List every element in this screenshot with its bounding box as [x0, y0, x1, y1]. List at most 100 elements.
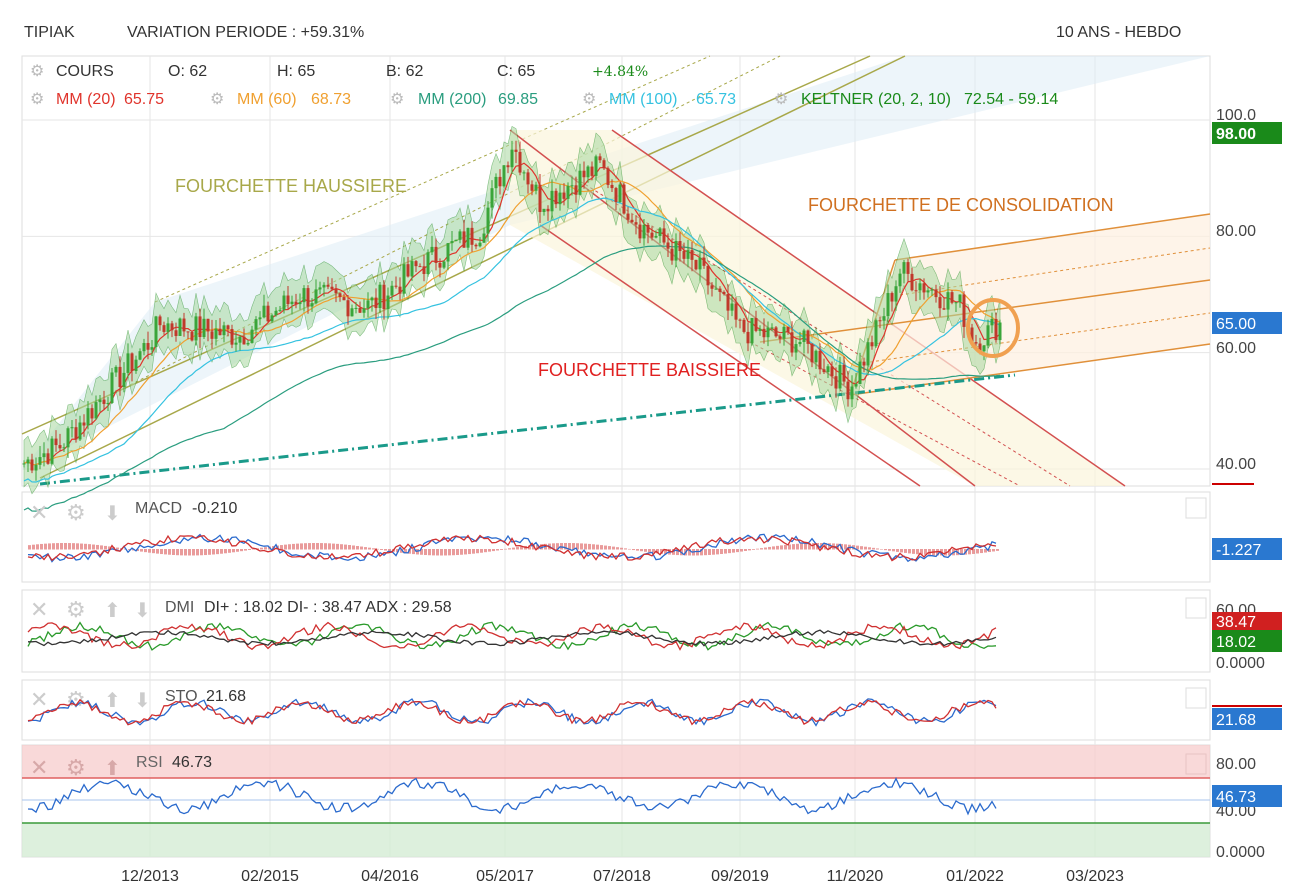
candle-body	[346, 300, 350, 317]
candle-body	[250, 329, 254, 343]
rsi-value: 46.73	[172, 754, 212, 771]
macd-histogram-bar	[332, 543, 335, 550]
legend-keltner: KELTNER (20, 2, 10)	[801, 91, 951, 108]
macd-histogram-bar	[164, 549, 167, 555]
macd-histogram-bar	[92, 544, 95, 550]
macd-histogram-bar	[216, 549, 219, 555]
macd-histogram-bar	[712, 549, 715, 555]
candle-body	[826, 366, 830, 373]
candle-body	[82, 422, 86, 426]
candle-body	[842, 364, 846, 382]
candle-body	[150, 347, 154, 350]
rsi-badge-text: 46.73	[1216, 789, 1256, 806]
candle-body	[898, 273, 902, 287]
candle-body	[106, 402, 110, 404]
macd-histogram-bar	[760, 548, 763, 550]
candle-body	[654, 235, 658, 238]
candle-body	[466, 227, 470, 248]
macd-histogram-bar	[40, 543, 43, 550]
candle-body	[606, 168, 610, 185]
moving-averages	[23, 125, 1001, 512]
arrow-up-icon[interactable]: ⬆	[104, 600, 121, 622]
candle-body	[342, 297, 346, 301]
macd-histogram-bar	[616, 547, 619, 550]
macd-histogram-bar	[496, 549, 499, 551]
candle-body	[74, 427, 78, 440]
macd-histogram-bar	[968, 549, 971, 555]
panel-checkbox[interactable]	[1185, 597, 1207, 619]
candle-body	[514, 149, 518, 152]
macd-histogram-bar	[88, 544, 91, 550]
macd-histogram-bar	[812, 543, 815, 550]
legend-mm20-value: 65.75	[124, 91, 164, 108]
macd-histogram-bar	[368, 547, 371, 550]
candle-body	[490, 188, 494, 208]
arrow-down-icon[interactable]: ⬇	[134, 690, 151, 712]
macd-histogram-bar	[96, 544, 99, 550]
gear-icon[interactable]: ⚙	[30, 91, 44, 108]
candle-body	[98, 399, 102, 403]
gear-icon[interactable]: ⚙	[210, 91, 224, 108]
macd-histogram-bar	[744, 549, 747, 551]
panel-checkbox[interactable]	[1185, 497, 1207, 519]
macd-histogram-bar	[888, 549, 891, 551]
candle-body	[282, 295, 286, 310]
macd-histogram-bar	[716, 549, 719, 555]
gear-icon[interactable]: ⚙	[66, 500, 86, 525]
candle-body	[910, 273, 914, 291]
legend-cours: COURS	[56, 63, 114, 80]
macd-histogram-bar	[588, 543, 591, 550]
close-icon[interactable]: ✕	[30, 755, 48, 780]
panel-checkbox[interactable]	[1185, 687, 1207, 709]
candle-body	[390, 285, 394, 296]
gear-icon[interactable]: ⚙	[66, 755, 86, 780]
macd-histogram-bar	[700, 549, 703, 556]
close-icon[interactable]: ✕	[30, 597, 48, 622]
candle-body	[814, 350, 818, 363]
panel-checkbox[interactable]	[1185, 753, 1207, 775]
candle-body	[650, 232, 654, 238]
macd-histogram-bar	[568, 543, 571, 550]
gear-icon[interactable]: ⚙	[66, 597, 86, 622]
rsi-panel: ✕ ⚙ ⬆ RSI 46.73 80.00 40.00 0.0000 46.73	[22, 745, 1282, 861]
gear-icon[interactable]: ⚙	[390, 91, 404, 108]
macd-histogram-bar	[336, 543, 339, 550]
candle-body	[334, 289, 338, 294]
macd-histogram-bar	[992, 549, 995, 552]
legend-mm200-value: 69.85	[498, 91, 538, 108]
macd-histogram-bar	[264, 547, 267, 550]
candle-body	[846, 381, 850, 400]
gear-icon[interactable]: ⚙	[582, 91, 596, 108]
candle-body	[114, 366, 118, 373]
candle-body	[30, 459, 34, 471]
macd-histogram-bar	[148, 549, 151, 553]
macd-histogram-bar	[984, 549, 987, 553]
gear-icon[interactable]: ⚙	[774, 91, 788, 108]
macd-histogram-bar	[440, 549, 443, 556]
arrow-up-icon[interactable]: ⬆	[104, 758, 121, 780]
arrow-up-icon[interactable]: ⬆	[104, 690, 121, 712]
gear-icon[interactable]: ⚙	[66, 687, 86, 712]
consol-channel-label: FOURCHETTE DE CONSOLIDATION	[808, 195, 1114, 215]
candle-body	[206, 318, 210, 332]
macd-histogram-bar	[400, 549, 403, 553]
candle-body	[802, 330, 806, 342]
x-tick-label: 02/2015	[241, 868, 299, 885]
macd-histogram-bar	[800, 543, 803, 550]
macd-histogram-bar	[896, 549, 899, 552]
arrow-down-icon[interactable]: ⬇	[104, 503, 121, 525]
gear-icon[interactable]: ⚙	[30, 63, 44, 80]
candle-body	[994, 318, 998, 341]
macd-histogram-bar	[504, 548, 507, 550]
macd-histogram-bar	[740, 549, 743, 552]
candle-body	[166, 323, 170, 332]
candle-body	[274, 310, 278, 316]
macd-badge-text: -1.227	[1216, 542, 1261, 559]
candle-body	[978, 343, 982, 352]
close-icon[interactable]: ✕	[30, 500, 48, 525]
candle-body	[146, 343, 150, 350]
macd-histogram-bar	[424, 549, 427, 556]
close-icon[interactable]: ✕	[30, 687, 48, 712]
candle-body	[894, 286, 898, 302]
arrow-down-icon[interactable]: ⬇	[134, 600, 151, 622]
